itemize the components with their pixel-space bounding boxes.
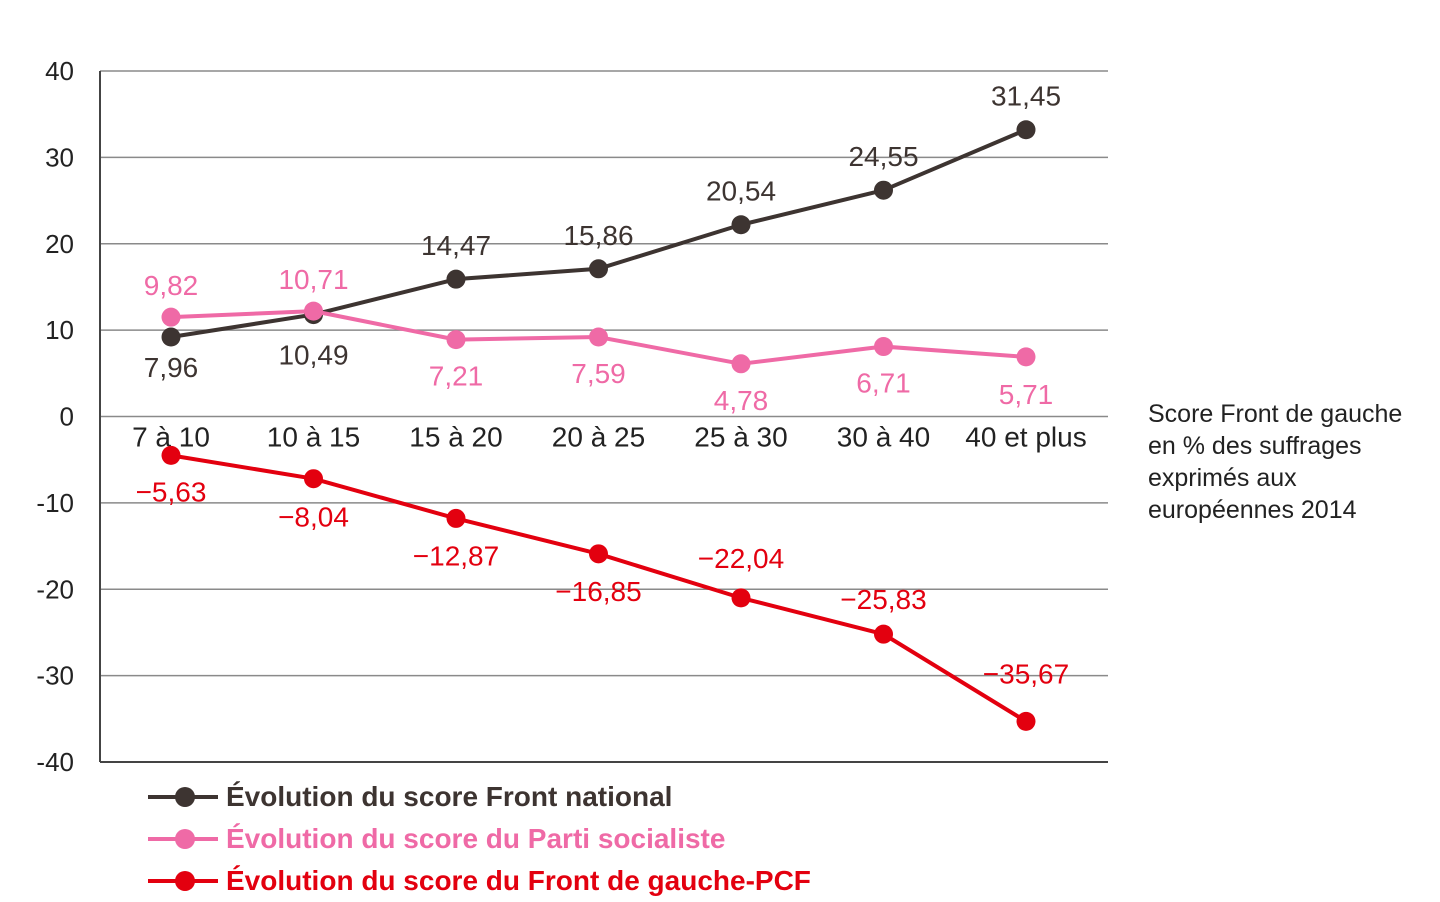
data-point — [731, 354, 751, 374]
data-point — [1016, 120, 1036, 140]
data-point — [874, 624, 893, 644]
x-tick-label: 15 à 20 — [409, 422, 502, 453]
data-label: −16,85 — [555, 576, 641, 607]
data-label: 24,55 — [848, 141, 918, 172]
data-point — [731, 588, 751, 608]
y-tick-label: 10 — [45, 315, 74, 345]
data-point — [1016, 347, 1036, 367]
data-label: −22,04 — [698, 543, 784, 574]
data-point — [304, 469, 323, 489]
x-tick-label: 25 à 30 — [694, 422, 787, 453]
x-tick-label: 20 à 25 — [552, 422, 645, 453]
y-tick-label: 0 — [60, 402, 74, 432]
data-label: 4,78 — [714, 385, 769, 416]
side-note-line: exprimés aux — [1148, 464, 1297, 492]
data-label: 31,45 — [991, 81, 1061, 112]
data-label: 20,54 — [706, 176, 776, 207]
side-note-line: Score Front de gauche — [1148, 400, 1403, 428]
legend: Évolution du score Front national Évolut… — [148, 776, 811, 902]
y-tick-label: -30 — [36, 661, 74, 691]
x-axis-ticks: 7 à 10 10 à 15 15 à 20 20 à 25 25 à 30 30 à 4… — [132, 422, 1087, 453]
legend-item-front-de-gauche: Évolution du score du Front de gauche-PC… — [148, 860, 811, 902]
data-label: 10,71 — [278, 264, 348, 295]
y-tick-label: 20 — [45, 229, 74, 259]
data-point — [874, 337, 893, 357]
data-label: −5,63 — [136, 476, 207, 507]
data-point — [589, 259, 608, 279]
y-tick-label: -10 — [36, 488, 74, 518]
legend-label: Évolution du score du Parti socialiste — [226, 823, 726, 854]
legend-label: Évolution du score Front national — [226, 781, 673, 812]
legend-item-parti-socialiste: Évolution du score du Parti socialiste — [148, 818, 811, 860]
y-axis-ticks: 40 30 20 10 0 -10 -20 -30 -40 — [36, 56, 74, 777]
grid-lines — [100, 70, 1108, 763]
data-label: 7,96 — [144, 352, 199, 383]
data-label: 5,71 — [999, 379, 1054, 410]
legend-swatch — [148, 829, 218, 849]
series-group — [161, 120, 1036, 731]
data-point — [304, 301, 323, 321]
data-label: −35,67 — [983, 658, 1069, 689]
data-point — [589, 327, 608, 347]
data-point — [874, 180, 893, 200]
y-tick-label: 40 — [45, 56, 74, 86]
data-label: −12,87 — [413, 540, 499, 571]
legend-item-front-national: Évolution du score Front national — [148, 776, 811, 818]
y-tick-label: -40 — [36, 747, 74, 777]
legend-swatch — [148, 787, 218, 807]
data-point — [446, 269, 466, 289]
data-label: 7,59 — [571, 358, 626, 389]
data-label: −8,04 — [278, 502, 349, 533]
side-note-line: européennes 2014 — [1148, 496, 1357, 524]
data-point — [731, 215, 751, 235]
data-point — [161, 327, 181, 347]
data-label: 7,21 — [429, 361, 484, 392]
y-tick-label: 30 — [45, 142, 74, 172]
data-point — [589, 544, 608, 564]
data-label: 15,86 — [563, 220, 633, 251]
data-label: 10,49 — [278, 340, 348, 371]
side-note-line: en % des suffrages — [1148, 432, 1362, 460]
data-point — [446, 330, 466, 350]
legend-label: Évolution du score du Front de gauche-PC… — [226, 865, 811, 896]
data-point — [161, 307, 181, 327]
x-tick-label: 30 à 40 — [837, 422, 930, 453]
legend-swatch — [148, 871, 218, 891]
y-tick-label: -20 — [36, 574, 74, 604]
data-label: 6,71 — [856, 368, 911, 399]
side-note: Score Front de gauche en % des suffrages… — [1148, 398, 1428, 526]
x-tick-label: 10 à 15 — [267, 422, 360, 453]
data-label: −25,83 — [840, 584, 926, 615]
data-label: 9,82 — [144, 270, 199, 301]
data-point — [161, 445, 181, 465]
data-point — [446, 508, 466, 528]
axes — [99, 71, 1108, 763]
data-point — [1016, 711, 1036, 731]
data-labels: 7,96 10,49 14,47 15,86 20,54 24,55 31,45 9,82 10… — [136, 81, 1070, 690]
x-tick-label: 40 et plus — [965, 422, 1086, 453]
data-label: 14,47 — [421, 230, 491, 261]
